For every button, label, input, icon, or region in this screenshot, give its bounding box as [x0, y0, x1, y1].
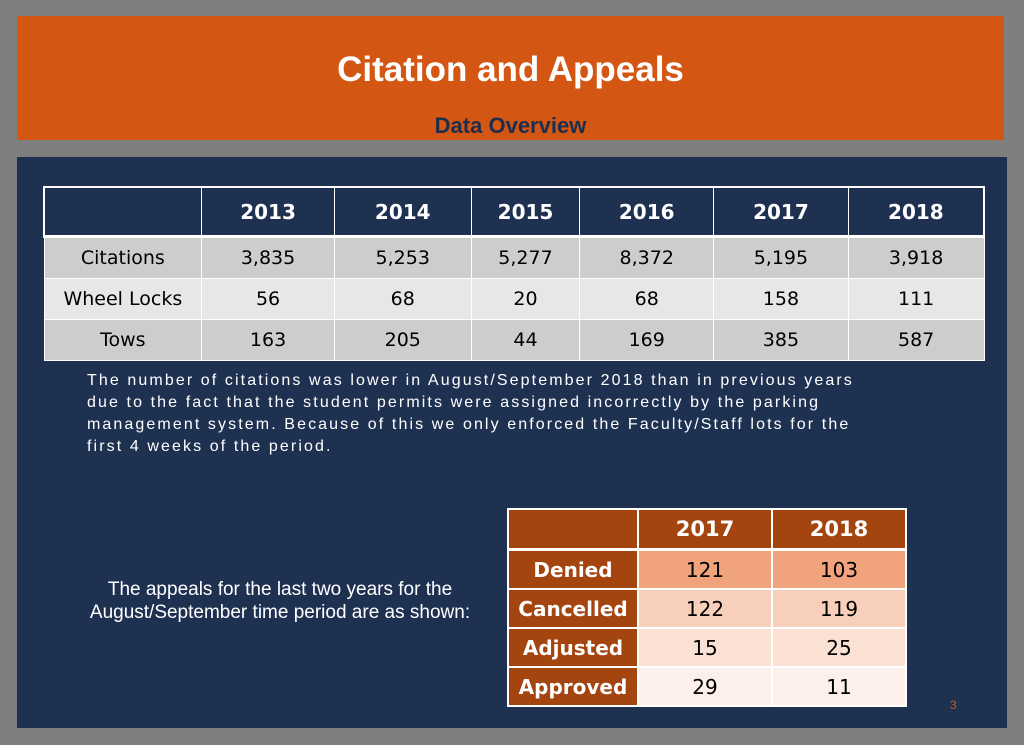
column-header-2015: 2015: [470, 186, 581, 238]
table-cell: 68: [579, 278, 715, 320]
column-header-blank: [43, 186, 203, 238]
table-cell: 385: [713, 319, 849, 361]
table-cell: 587: [847, 319, 985, 361]
table-cell: 3,918: [847, 236, 985, 279]
row-label: Denied: [507, 548, 639, 590]
table-cell: 3,835: [201, 236, 335, 279]
table-cell: 68: [333, 278, 472, 320]
page-number: 3: [950, 698, 957, 712]
appeals-row-cancelled: Cancelled 122 119: [507, 588, 907, 629]
appeals-description: The appeals for the last two years for t…: [70, 578, 490, 624]
table-cell: 44: [470, 319, 581, 361]
table-cell: 5,195: [713, 236, 849, 279]
column-header-2018: 2018: [847, 186, 985, 238]
table-cell: 8,372: [579, 236, 715, 279]
row-label: Cancelled: [507, 588, 639, 629]
column-header-2016: 2016: [579, 186, 715, 238]
row-label: Approved: [507, 666, 639, 707]
column-header-2014: 2014: [333, 186, 472, 238]
table-row-wheel-locks: Wheel Locks 56 68 20 68 158 111: [43, 278, 985, 320]
appeals-table: 2017 2018 Denied 121 103 Cancelled 122 1…: [507, 508, 907, 707]
table-row-citations: Citations 3,835 5,253 5,277 8,372 5,195 …: [43, 236, 985, 279]
table-cell: 111: [847, 278, 985, 320]
table-cell: 15: [637, 627, 773, 668]
appeals-description-line: August/September time period are as show…: [89, 602, 471, 623]
table-cell: 205: [333, 319, 472, 361]
row-label: Tows: [43, 319, 203, 361]
table-header-row: 2013 2014 2015 2016 2017 2018: [43, 186, 985, 238]
content-panel: 2013 2014 2015 2016 2017 2018 Citations …: [17, 157, 1007, 728]
appeals-description-line: The appeals for the last two years for t…: [107, 579, 453, 600]
table-cell: 5,253: [333, 236, 472, 279]
table-cell: 56: [201, 278, 335, 320]
row-label: Citations: [43, 236, 203, 279]
note-line: The number of citations was lower in Aug…: [87, 372, 854, 389]
table-cell: 122: [637, 588, 773, 629]
appeals-header-row: 2017 2018: [507, 508, 907, 551]
note-line: due to the fact that the student permits…: [87, 394, 821, 411]
column-header-2018: 2018: [771, 508, 907, 551]
table-row-tows: Tows 163 205 44 169 385 587: [43, 319, 985, 361]
table-cell: 163: [201, 319, 335, 361]
table-cell: 20: [470, 278, 581, 320]
appeals-row-approved: Approved 29 11: [507, 666, 907, 707]
table-cell: 169: [579, 319, 715, 361]
table-cell: 158: [713, 278, 849, 320]
column-header-2017: 2017: [637, 508, 773, 551]
appeals-row-adjusted: Adjusted 15 25: [507, 627, 907, 668]
row-label: Wheel Locks: [43, 278, 203, 320]
column-header-blank: [507, 508, 639, 551]
row-label: Adjusted: [507, 627, 639, 668]
citations-table: 2013 2014 2015 2016 2017 2018 Citations …: [43, 186, 985, 361]
table-cell: 119: [771, 588, 907, 629]
column-header-2017: 2017: [713, 186, 849, 238]
citation-note: The number of citations was lower in Aug…: [87, 370, 947, 458]
table-cell: 11: [771, 666, 907, 707]
table-cell: 29: [637, 666, 773, 707]
page-subtitle: Data Overview: [434, 113, 587, 138]
table-cell: 25: [771, 627, 907, 668]
table-cell: 103: [771, 548, 907, 590]
appeals-row-denied: Denied 121 103: [507, 548, 907, 590]
note-line: first 4 weeks of the period.: [87, 438, 333, 455]
note-line: management system. Because of this we on…: [87, 416, 851, 433]
title-banner: Citation and Appeals Data Overview: [17, 16, 1004, 140]
table-cell: 5,277: [470, 236, 581, 279]
page-title: Citation and Appeals: [337, 50, 684, 89]
column-header-2013: 2013: [201, 186, 335, 238]
table-cell: 121: [637, 548, 773, 590]
